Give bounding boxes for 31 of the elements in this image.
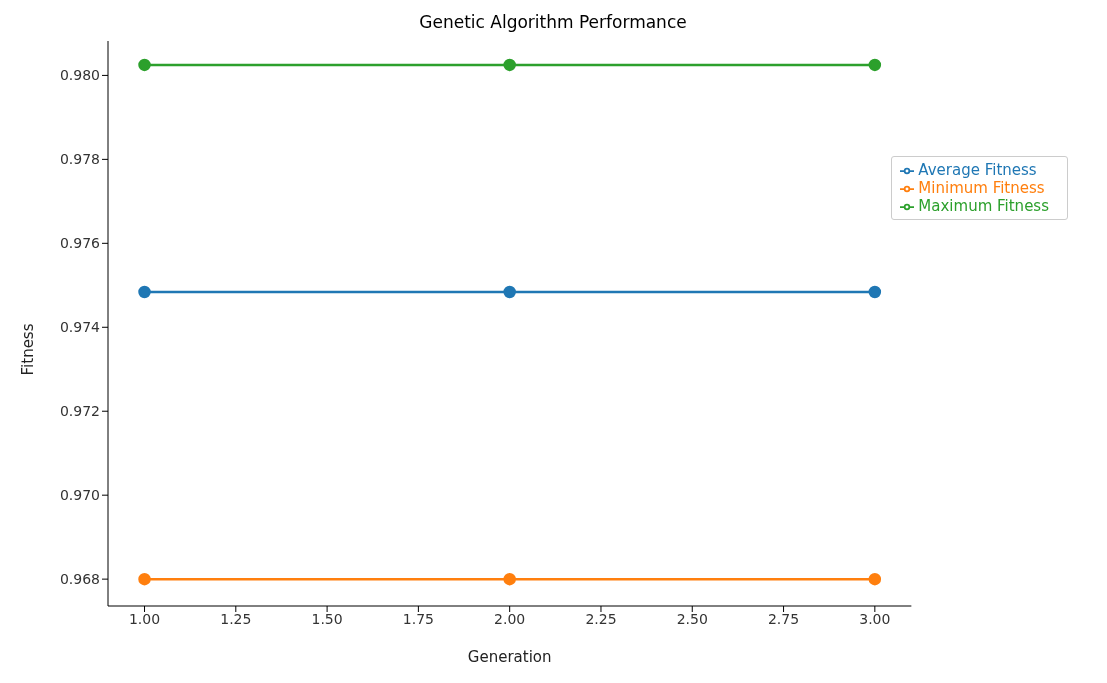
point xyxy=(503,58,516,72)
point xyxy=(868,285,882,299)
point xyxy=(138,572,151,586)
y-axis-title: Fitness xyxy=(19,323,38,376)
x-tick-label: 2.75 xyxy=(767,610,800,627)
point xyxy=(503,572,516,586)
y-tick-label: 0.972 xyxy=(59,403,100,420)
y-tick-label: 0.978 xyxy=(59,151,100,168)
y-tick-label: 0.980 xyxy=(59,67,100,84)
point xyxy=(138,285,151,299)
x-tick-label: 1.00 xyxy=(128,610,161,627)
point xyxy=(503,285,516,299)
x-tick-label: 3.00 xyxy=(859,610,891,627)
y-tick-label: 0.974 xyxy=(59,319,101,336)
legend-label: Minimum Fitness xyxy=(918,179,1045,197)
x-tick-label: 2.50 xyxy=(676,610,708,627)
chart-title: Genetic Algorithm Performance xyxy=(418,11,688,34)
legend-label: Average Fitness xyxy=(918,161,1037,179)
y-tick-label: 0.968 xyxy=(59,571,100,588)
x-tick-label: 2.25 xyxy=(585,610,617,627)
x-axis-title: Generation xyxy=(467,647,552,666)
x-tick-label: 1.75 xyxy=(402,610,434,627)
legend-label: Maximum Fitness xyxy=(918,197,1049,215)
y-tick-label: 0.976 xyxy=(59,235,101,252)
x-tick-label: 2.00 xyxy=(494,610,526,627)
x-tick-label: 1.50 xyxy=(311,610,343,627)
x-tick-label: 1.25 xyxy=(220,610,252,627)
point xyxy=(868,58,882,72)
point xyxy=(138,58,151,72)
point xyxy=(868,572,882,586)
y-tick-label: 0.970 xyxy=(59,487,100,504)
